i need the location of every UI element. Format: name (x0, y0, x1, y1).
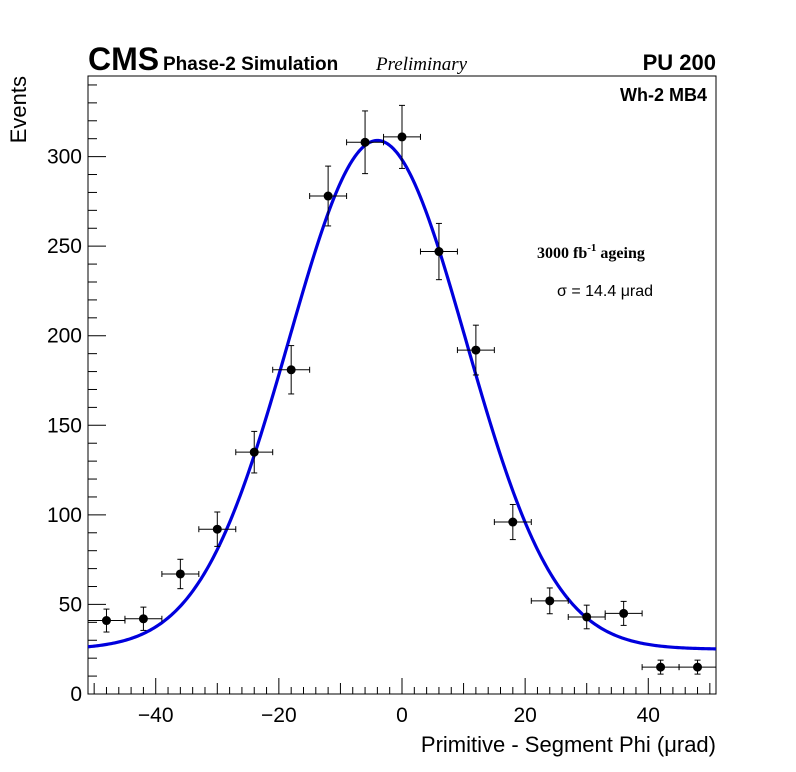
y-axis-title: Events (6, 76, 31, 143)
data-marker (138, 614, 148, 624)
data-marker (175, 569, 185, 579)
y-tick-label: 0 (70, 683, 82, 706)
ageing-suffix: ageing (600, 245, 644, 262)
x-tick-label: 0 (396, 704, 408, 727)
ageing-label: 3000 fb-1 ageing (537, 242, 645, 262)
data-marker (286, 365, 296, 375)
x-tick-label: 20 (513, 704, 536, 727)
data-point (678, 659, 717, 675)
data-marker (212, 524, 222, 534)
data-point (456, 324, 495, 376)
x-axis-title: Primitive - Segment Phi (μrad) (421, 732, 716, 757)
data-point (419, 222, 458, 281)
data-marker (582, 612, 592, 622)
sigma-label: σ = 14.4 μrad (557, 283, 653, 300)
data-point (272, 345, 311, 395)
x-tick-label: −20 (261, 704, 297, 727)
data-marker (101, 616, 111, 626)
data-marker (397, 132, 407, 142)
data-point (530, 587, 569, 615)
data-marker (360, 137, 370, 147)
y-tick-label: 100 (47, 504, 82, 527)
y-tick-label: 250 (47, 235, 82, 258)
region-label: Wh-2 MB4 (620, 85, 707, 105)
data-marker (656, 662, 666, 672)
data-marker (619, 608, 629, 618)
data-point (161, 558, 200, 590)
experiment-label: CMS (88, 41, 159, 77)
data-marker (471, 345, 481, 355)
ageing-lumi: 3000 fb (537, 245, 587, 262)
data-marker (434, 247, 444, 257)
status-label: Preliminary (375, 54, 468, 75)
y-tick-label: 150 (47, 414, 82, 437)
data-point (87, 608, 126, 633)
data-point (124, 606, 163, 631)
y-tick-label: 50 (59, 593, 82, 616)
data-point (493, 503, 532, 541)
pileup-label: PU 200 (643, 50, 716, 75)
data-marker (508, 517, 518, 527)
data-point (383, 104, 421, 169)
data-point (198, 511, 237, 547)
subtitle-label: Phase-2 Simulation (163, 54, 338, 75)
data-marker (545, 596, 555, 606)
data-point (604, 600, 643, 626)
axes: −40 −20 0 20 40 0 50 100 150 200 250 300 (47, 84, 711, 727)
data-points (87, 104, 717, 675)
data-point (235, 430, 274, 474)
y-tick-label: 300 (47, 146, 82, 169)
x-tick-label: 40 (637, 704, 660, 727)
data-point (346, 110, 385, 175)
data-marker (323, 191, 333, 201)
y-tick-label: 200 (47, 325, 82, 348)
x-tick-label: −40 (138, 704, 174, 727)
data-marker (249, 447, 259, 457)
data-point (309, 165, 348, 227)
ageing-lumi-exponent: -1 (587, 242, 596, 254)
data-marker (693, 662, 703, 672)
data-point (567, 604, 606, 630)
